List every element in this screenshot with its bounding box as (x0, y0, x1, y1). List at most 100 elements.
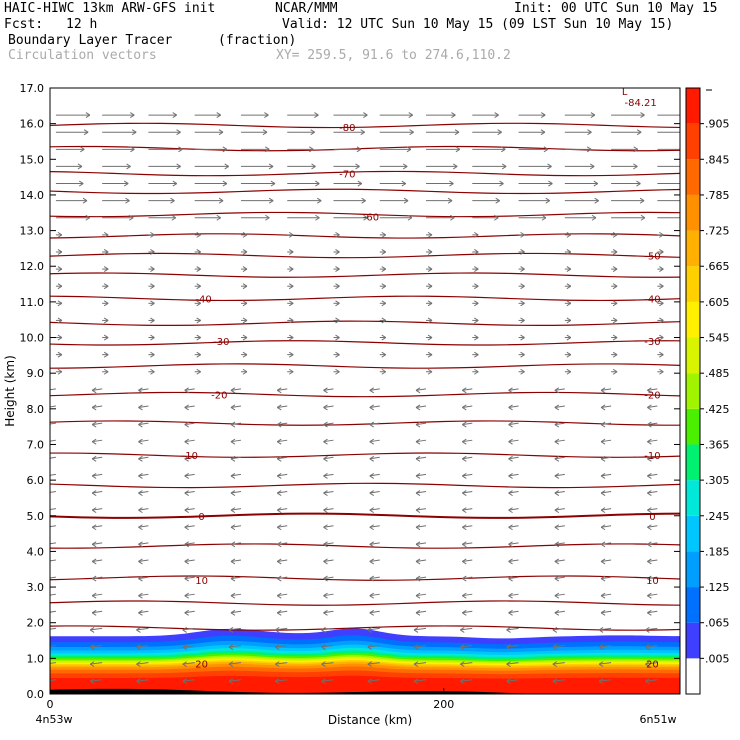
vector-arrow-head (508, 558, 513, 565)
vector-arrow-head (415, 455, 421, 462)
vector-arrow-head (103, 300, 109, 307)
vector-arrow-head (600, 541, 606, 548)
vector-arrow-head (659, 249, 664, 255)
colorbar-swatch (686, 266, 700, 302)
vector-arrow-head (554, 455, 560, 462)
vector-arrow-head (474, 249, 479, 255)
colorbar-swatch (686, 230, 700, 267)
vector-arrow (506, 679, 519, 682)
vector-arrow (323, 508, 334, 511)
vector-arrow (90, 645, 103, 648)
vector-arrow-head (543, 146, 549, 153)
vector-arrow-head (612, 368, 618, 375)
vector-arrow (647, 542, 658, 545)
vector-arrow (554, 508, 565, 511)
vector-arrow (182, 645, 195, 648)
vector-arrow-head (460, 661, 465, 668)
vector-arrow-head (598, 626, 604, 633)
colorbar-swatch (686, 622, 700, 659)
vector-arrow-head (138, 387, 143, 394)
vector-arrow-head (369, 387, 375, 394)
vector-arrow-head (138, 404, 143, 411)
vector-arrow-head (270, 180, 276, 187)
vector-arrow-head (150, 351, 155, 358)
vector-arrow-head (44, 679, 48, 684)
vector-arrow (462, 610, 473, 614)
vector-arrow-head (288, 351, 294, 358)
terrain (50, 688, 680, 694)
vector-arrow (182, 679, 195, 682)
contour-label: -40 (195, 294, 211, 305)
vector-arrow-head (415, 507, 421, 514)
contour-label: -50 (644, 252, 660, 263)
vector-arrow-head (83, 129, 89, 136)
vector-arrow-head (276, 490, 282, 496)
vector-arrow-head (427, 266, 433, 273)
vector-arrow-head (554, 541, 560, 548)
vector-arrow (369, 456, 380, 460)
vector-arrow-head (230, 524, 236, 531)
vector-arrow-head (274, 661, 280, 668)
colorbar-label: .545 (705, 332, 730, 345)
vector-arrow-head (315, 214, 320, 221)
contour-label: -20 (211, 391, 227, 402)
y-axis-title: Height (km) (3, 355, 17, 426)
contour-label: -10 (182, 451, 198, 462)
vector-arrow-head (462, 524, 467, 531)
vector-arrow-head (462, 592, 467, 599)
vector-arrow-head (462, 507, 467, 514)
vector-arrow (369, 422, 380, 426)
vector-arrow (367, 645, 380, 648)
vector-arrow (321, 645, 334, 648)
vector-arrow-head (103, 351, 109, 358)
vector-arrow-head (591, 214, 597, 221)
vector-arrow-head (182, 626, 187, 633)
vector-arrow-head (50, 524, 51, 530)
vector-arrow (415, 610, 427, 614)
vector-arrow (138, 525, 149, 528)
vector-arrow-head (647, 472, 652, 479)
vector-arrow-head (460, 644, 465, 650)
vector-arrow-head (659, 266, 664, 273)
vector-arrow (92, 610, 103, 614)
vector-arrow-head (216, 214, 222, 221)
vector-arrow (323, 422, 334, 426)
vector-arrow (92, 542, 103, 545)
vector-arrow-head (130, 112, 135, 119)
contour-label: -60 (363, 212, 379, 223)
vector-arrow (138, 439, 149, 443)
vector-arrow-head (311, 163, 316, 170)
vector-arrow-head (288, 334, 294, 341)
vector-arrow (323, 525, 334, 528)
vector-arrow (277, 559, 288, 562)
vector-arrow-head (506, 678, 511, 685)
vector-arrow-head (598, 678, 604, 685)
vector-arrow-head (356, 146, 362, 153)
vector-arrow (460, 627, 473, 631)
vector-arrow-head (103, 283, 109, 290)
vector-arrow (92, 508, 103, 511)
colorbar-label: .785 (705, 189, 730, 202)
vector-arrow-head (309, 146, 314, 153)
vector-arrow (647, 576, 658, 580)
vector-arrow-head (645, 626, 650, 633)
y-tick-label: 5.0 (27, 510, 45, 523)
vector-arrow-head (89, 644, 95, 650)
vector-arrow-head (50, 388, 51, 393)
vector-arrow-head (91, 387, 97, 394)
vector-arrow-head (230, 609, 236, 616)
vector-arrow (415, 593, 427, 597)
vector-arrow-head (184, 541, 189, 548)
vector-arrow-head (323, 438, 328, 445)
vector-arrow-head (645, 644, 650, 650)
vector-arrow (647, 422, 658, 426)
vector-arrow (601, 610, 612, 614)
vector-arrow-head (242, 351, 248, 358)
vector-arrow-head (363, 214, 368, 221)
vector-arrow (321, 627, 334, 631)
vector-arrow-head (242, 283, 248, 290)
vector-arrow (230, 405, 242, 408)
vector-arrow-head (276, 387, 282, 394)
vector-arrow (460, 662, 473, 665)
vector-arrow-head (91, 472, 97, 479)
